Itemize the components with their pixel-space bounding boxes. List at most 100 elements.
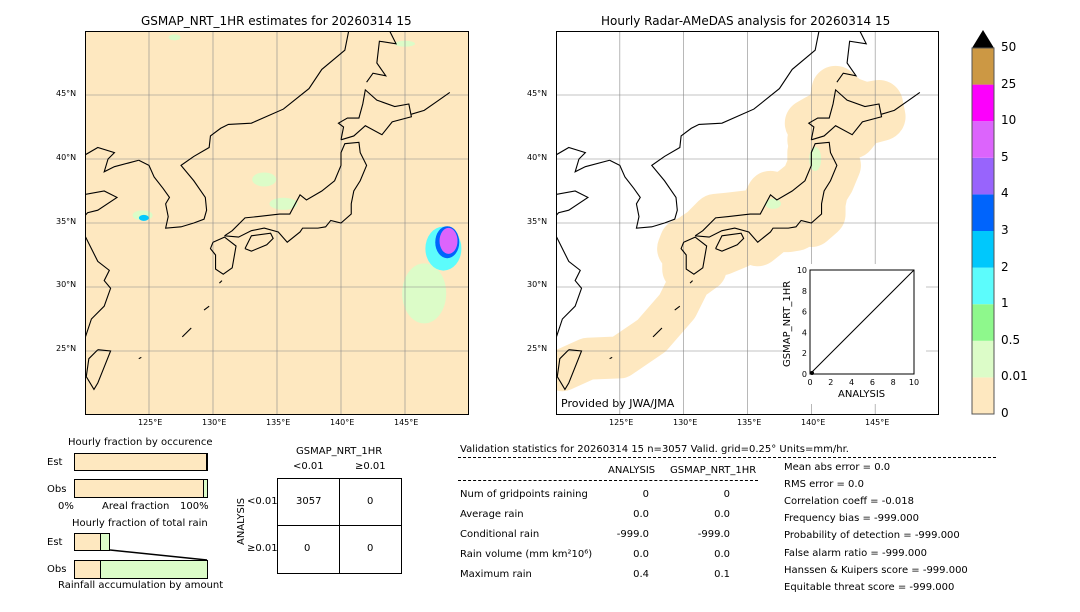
rainfrac-xlabel: Rainfall accumulation by amount (58, 580, 224, 591)
credit-label: Provided by JWA/JMA (561, 397, 675, 410)
colorbar-tick-label: 25 (1001, 76, 1017, 91)
inset-xtick: 8 (891, 378, 896, 387)
stats-row-label: Average rain (460, 509, 524, 520)
colorbar-segment (972, 121, 994, 158)
colorbar-segment (972, 267, 994, 305)
colorbar-segment (972, 340, 994, 378)
inset-scatter: 00 2 2 4 4 6 6 8 8 10 10 (797, 266, 919, 387)
lat-tick-label: 30°N (56, 280, 77, 290)
coastline (219, 280, 223, 284)
left-map-title: GSMAP_NRT_1HR estimates for 20260314 15 (141, 14, 412, 28)
inset-ytick: 6 (802, 308, 807, 317)
inset-xtick: 10 (909, 378, 919, 387)
colorbar-tick-label: 3 (1001, 223, 1009, 237)
stats-row-analysis: 0.0 (633, 549, 649, 560)
table-hline (277, 525, 402, 526)
coastline (609, 31, 820, 229)
occ-est-label: Est (47, 457, 63, 468)
colorbar-segment (972, 231, 994, 268)
coastlines (85, 31, 451, 391)
rain-obs-seg1 (74, 560, 101, 579)
coastline (556, 146, 610, 173)
coastline (138, 31, 350, 229)
lat-tick-label: 40°N (56, 152, 77, 162)
occ-xtick-right: 100% (180, 501, 209, 512)
lon-tick-label: 145°E (865, 418, 890, 427)
inset-xtick: 0 (807, 378, 812, 387)
coastline (337, 88, 413, 141)
colorbar (971, 30, 995, 415)
rain-connector (109, 549, 208, 561)
coastline (881, 91, 921, 115)
rain-area (269, 197, 298, 210)
colorbar-segment (972, 304, 994, 341)
cell-1-0: 0 (304, 543, 311, 554)
lon-tick-label: 130°E (673, 418, 698, 427)
inset-ytick: 8 (802, 287, 807, 296)
lat-tick-label: 45°N (527, 89, 548, 98)
stats-score: Frequency bias = -999.000 (784, 513, 919, 525)
colorbar-tick-label: 1 (1001, 296, 1009, 311)
lat-tick-label: 35°N (56, 216, 77, 226)
inset-point (810, 371, 814, 375)
coastline (85, 349, 112, 391)
stats-score: Correlation coeff = -0.018 (784, 496, 914, 508)
stats-col-analysis: ANALYSIS (608, 465, 656, 476)
occ-obs-bar (74, 479, 208, 498)
stats-row-label: Num of gridpoints raining (460, 489, 588, 500)
rainfrac-title: Hourly fraction of total rain (72, 518, 208, 529)
stats-score: Probability of detection = -999.000 (784, 530, 960, 542)
coastline (85, 146, 139, 173)
rain-area (252, 172, 277, 187)
rain-area (765, 198, 782, 209)
stats-row-gsmap: 0.1 (714, 569, 730, 580)
table-vline (339, 478, 340, 574)
cell-0-1: 0 (367, 496, 374, 507)
lat-tick-label: 45°N (56, 89, 77, 98)
inset-ytick: 2 (802, 349, 807, 358)
colorbar-segment (972, 84, 994, 122)
colorbar-tick-label: 50 (1001, 40, 1017, 54)
colorbar-tick-label: 0.5 (1001, 332, 1021, 347)
occ-est-bar (74, 453, 208, 471)
rain-area (402, 263, 447, 324)
coastline (244, 232, 274, 252)
coastline (203, 305, 210, 311)
rain-est-seg2 (100, 533, 110, 551)
stats-row-analysis: 0.4 (633, 569, 649, 580)
lon-tick-label: 135°E (737, 418, 762, 427)
coastline (836, 31, 868, 83)
coastline (680, 236, 708, 275)
radar-coverage-area (556, 240, 718, 392)
coastline (181, 327, 192, 338)
inset-ytick: 4 (802, 328, 807, 337)
colorbar-tick-label: 2 (1001, 259, 1009, 274)
row-title: ANALYSIS (236, 497, 247, 545)
coastline (138, 356, 142, 360)
rain-obs-label: Obs (47, 564, 67, 575)
radar-coverage-area (784, 65, 906, 164)
coastline (209, 236, 237, 275)
colorbar-tick-label: 0.01 (1001, 369, 1028, 384)
coastline (556, 349, 583, 391)
coastline (715, 232, 745, 252)
colorbar-tick-label: 4 (1001, 186, 1009, 201)
inset-xtick: 2 (828, 378, 833, 387)
row-label-lt: <0.01 (247, 496, 278, 507)
coastline (674, 305, 681, 311)
stats-score: Mean abs error = 0.0 (784, 462, 891, 473)
occ-fill (205, 454, 207, 470)
cell-1-1: 0 (367, 543, 374, 554)
col-label-lt: <0.01 (293, 461, 324, 472)
lon-tick-label: 135°E (266, 418, 291, 427)
coastline (224, 141, 368, 243)
stats-score: False alarm ratio = -999.000 (784, 547, 927, 559)
row-label-ge: ≥0.01 (247, 543, 278, 554)
stats-score: RMS error = 0.0 (784, 479, 864, 491)
colorbar-frame (971, 47, 995, 415)
cell-0-0: 3057 (296, 496, 322, 507)
colorbar-segment (972, 157, 994, 195)
rain-obs-seg2 (100, 560, 208, 579)
lon-tick-label: 130°E (202, 418, 227, 427)
